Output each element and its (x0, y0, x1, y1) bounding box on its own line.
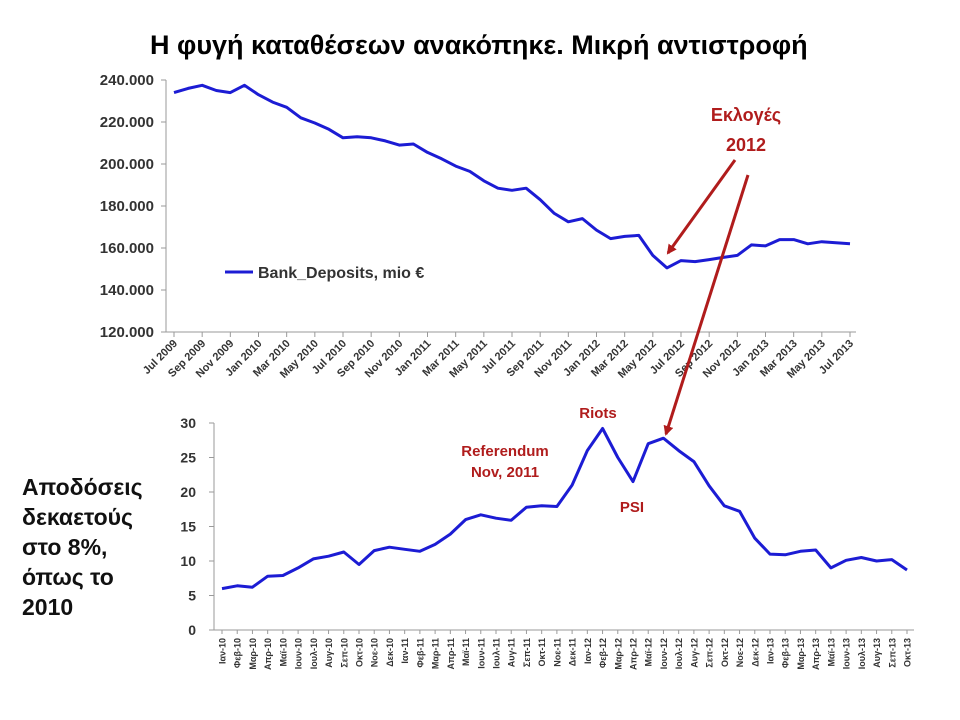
yields-x-tick-label: Οκτ-13 (903, 638, 913, 667)
deposits-y-tick-label: 140.000 (100, 282, 154, 299)
yields-x-tick-label: Μαρ-10 (248, 638, 258, 670)
yields-x-tick-label: Δεκ-11 (568, 638, 578, 666)
yields-x-tick-label: Απρ-10 (263, 638, 273, 670)
elections-annotation-line1: Εκλογές (711, 105, 781, 125)
yields-x-tick-label: Νοε-11 (552, 638, 562, 667)
yields-x-tick-label: Ιαν-10 (218, 638, 228, 664)
yields-x-tick-label: Απρ-12 (629, 638, 639, 670)
yields-x-tick-label: Νοε-10 (370, 638, 380, 667)
yields-x-tick-label: Ιουν-12 (659, 638, 669, 669)
yields-x-tick-label: Ιαν-11 (400, 638, 410, 664)
yields-x-tick-label: Ιαν-13 (766, 638, 776, 664)
deposits-chart: 120.000 140.000 160.000 180.000 200.000 220.0… (100, 72, 856, 436)
yields-y-tick-label: 0 (188, 622, 196, 638)
side-note: Αποδόσεις δεκαετούς στο 8%, όπως το 2010 (22, 472, 143, 622)
yields-x-tick-label: Αυγ-13 (872, 638, 882, 668)
yields-y-tick-label: 25 (180, 450, 196, 466)
yields-series-line (221, 427, 908, 591)
psi-annotation: PSI (620, 499, 644, 516)
deposits-y-tick-label: 160.000 (100, 240, 154, 257)
yields-x-tick-label: Ιουν-11 (476, 638, 486, 669)
side-note-line: Αποδόσεις (22, 474, 143, 500)
yields-x-tick-label: Ιουν-10 (294, 638, 304, 669)
yields-x-tick-label: Αυγ-10 (324, 638, 334, 668)
yields-x-tick-label: Απρ-11 (446, 638, 456, 669)
referendum-annotation-line1: Referendum (461, 443, 549, 460)
yields-x-tick-label: Οκτ-12 (720, 638, 730, 667)
deposits-y-tick-label: 220.000 (100, 114, 154, 131)
deposits-y-tick-label: 120.000 (100, 324, 154, 341)
yields-x-tick-label: Ιουλ-10 (309, 638, 319, 669)
yields-x-tick-label: Δεκ-12 (750, 638, 760, 667)
yields-x-tick-label: Μαρ-12 (613, 638, 623, 670)
yields-x-tick-label: Ιουλ-11 (492, 638, 502, 669)
yields-y-tick-label: 5 (188, 588, 196, 604)
deposits-series-line (173, 83, 851, 270)
yields-x-tick-label: Σεπ-10 (339, 638, 349, 668)
yields-x-tick-label: Οκτ-10 (355, 638, 365, 667)
yields-x-tick-label: Μαϊ-13 (826, 638, 836, 667)
yields-x-tick-label: Μαϊ-12 (644, 638, 654, 667)
yields-x-tick-label: Σεπ-12 (705, 638, 715, 668)
yields-x-tick-label: Ιουλ-13 (857, 638, 867, 669)
elections-annotation-line2: 2012 (726, 135, 766, 155)
slide-title: Η φυγή καταθέσεων ανακόπηκε. Μικρή αντισ… (150, 30, 808, 60)
deposits-legend-label: Bank_Deposits, mio € (258, 265, 424, 282)
elections-arrow-to-yields (663, 174, 750, 436)
yields-x-tick-label: Ιουν-13 (842, 638, 852, 669)
yields-y-tick-label: 15 (180, 519, 196, 535)
side-note-line: όπως το (22, 564, 114, 590)
yields-y-tick-label: 30 (180, 415, 196, 431)
yields-x-tick-label: Σεπ-13 (887, 638, 897, 668)
yields-x-tick-label: Μαρ-11 (431, 638, 441, 669)
yields-x-tick-label: Οκτ-11 (537, 638, 547, 667)
side-note-line: 2010 (22, 594, 74, 620)
yields-x-tick-label: Φεβ-10 (233, 638, 243, 668)
riots-annotation: Riots (579, 405, 617, 422)
deposits-y-tick-label: 200.000 (100, 156, 154, 173)
yields-x-tick-label: Μαϊ-11 (461, 638, 471, 666)
deposits-y-tick-label: 180.000 (100, 198, 154, 215)
yields-x-tick-label: Δεκ-10 (385, 638, 395, 667)
deposits-y-tick-label: 240.000 (100, 72, 154, 89)
yields-x-tick-label: Μαρ-13 (796, 638, 806, 670)
yields-x-tick-label: Νοε-12 (735, 638, 745, 667)
yields-x-tick-label: Ιαν-12 (583, 638, 593, 664)
yields-chart: 0 5 10 15 20 25 30 Ιαν-10 Φεβ-10 Μαρ-10 Απρ-10 Μαϊ… (180, 405, 914, 670)
yields-x-tick-label: Φεβ-11 (415, 638, 425, 668)
referendum-annotation-line2: Nov, 2011 (471, 464, 539, 481)
yields-x-tick-label: Φεβ-13 (781, 638, 791, 668)
side-note-line: δεκαετούς (22, 504, 134, 530)
elections-arrow-to-deposits (666, 159, 737, 255)
yields-x-tick-label: Αυγ-12 (689, 638, 699, 668)
yields-x-tick-label: Σεπ-11 (522, 638, 532, 667)
yields-y-tick-label: 10 (180, 553, 196, 569)
yields-x-tick-label: Μαϊ-10 (278, 638, 288, 667)
yields-x-tick-label: Απρ-13 (811, 638, 821, 670)
yields-x-tick-label: Φεβ-12 (598, 638, 608, 668)
yields-x-tick-label: Ιουλ-12 (674, 638, 684, 669)
yields-x-tick-label: Αυγ-11 (507, 638, 517, 667)
side-note-line: στο 8%, (22, 534, 108, 560)
yields-y-tick-label: 20 (180, 484, 196, 500)
